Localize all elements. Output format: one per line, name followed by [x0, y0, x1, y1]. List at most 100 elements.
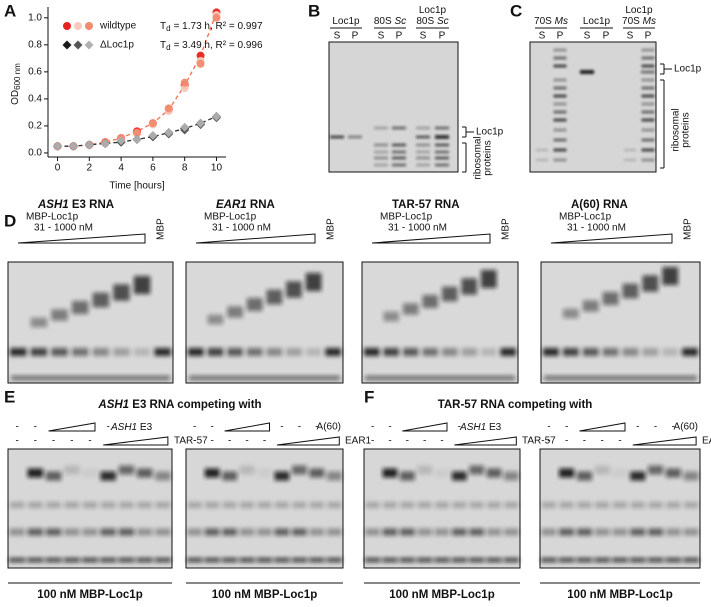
gel-band	[382, 468, 398, 478]
gel-band	[503, 558, 520, 562]
gel-band	[486, 558, 502, 562]
gel-band	[382, 558, 398, 562]
gel-band	[576, 471, 592, 481]
gel-band	[256, 558, 273, 562]
dash: -	[406, 436, 409, 447]
gel-band	[402, 348, 419, 356]
gel-band	[308, 558, 325, 562]
lane-header-part: 80S	[416, 16, 437, 27]
y-axis-label-sub: 600 nm	[13, 63, 22, 90]
legend-marker	[85, 22, 93, 30]
data-point	[164, 104, 173, 113]
gel	[328, 41, 459, 173]
titration-wedge	[195, 233, 316, 244]
lane-header: 70S Ms	[622, 16, 656, 27]
panel-label: B	[308, 1, 320, 20]
fraction-label: S	[420, 31, 427, 42]
gel-band	[374, 150, 388, 154]
gel-band	[641, 86, 655, 90]
dash: -	[34, 436, 37, 447]
gel-band	[641, 94, 655, 98]
gel-band	[594, 558, 611, 562]
data-point	[53, 141, 63, 151]
gel-band	[469, 528, 485, 536]
gel-band	[576, 558, 593, 562]
gel-band	[662, 267, 679, 285]
gel-band	[684, 502, 699, 508]
gel-title: ASH1 E3 RNA	[37, 199, 114, 211]
titration-wedge	[371, 233, 491, 244]
gel-band	[46, 502, 61, 508]
gel-band	[136, 468, 153, 478]
gel-band	[365, 502, 380, 508]
footer-label: 100 nM MBP-Loc1p	[37, 589, 142, 601]
y-axis-label: OD600 nm	[10, 63, 22, 105]
gel-band	[576, 528, 592, 536]
region-label: proteins	[681, 112, 692, 148]
gel-band	[469, 502, 484, 508]
gel-band	[374, 156, 388, 160]
gel-band	[64, 528, 80, 536]
gel-band	[113, 284, 130, 301]
gel-band	[113, 348, 130, 356]
dash: -	[228, 436, 231, 447]
gel-band	[665, 468, 681, 478]
band-label: Loc1p	[476, 127, 504, 138]
gel-band	[536, 149, 548, 151]
gel-band	[305, 273, 322, 291]
gel-band	[682, 348, 699, 356]
gel-band	[309, 528, 325, 536]
dash: -	[52, 436, 55, 447]
gel-band	[630, 528, 646, 536]
gel-band	[257, 528, 272, 536]
gel-band	[435, 135, 449, 139]
gel-band	[416, 143, 430, 147]
dash: -	[440, 436, 443, 447]
range-label: 31 - 1000 nM	[212, 223, 271, 234]
gel-band	[154, 558, 172, 562]
competitor-wedge	[103, 436, 169, 446]
gel-title: TAR-57 RNA	[392, 199, 460, 211]
gel-band	[204, 558, 221, 562]
gel-band	[402, 303, 419, 315]
footer-label: 100 nM MBP-Loc1p	[389, 589, 494, 601]
dash: -	[280, 422, 283, 433]
x-tick-label: 6	[150, 163, 156, 174]
panel-label: D	[4, 211, 16, 230]
competitor-label-part: E3	[137, 422, 152, 433]
gel-band	[416, 150, 430, 154]
lane-header-part: Loc1p	[583, 16, 611, 27]
gel-band	[435, 143, 449, 147]
gel-band	[434, 468, 450, 478]
gel-band	[30, 317, 48, 328]
competitor-label-part: E3	[486, 422, 501, 433]
competitor-label: A(60)	[317, 422, 341, 433]
gel	[529, 41, 657, 173]
x-tick-label: 2	[87, 163, 93, 174]
gel-band	[27, 468, 44, 478]
gel-band	[553, 48, 567, 52]
gel-band	[27, 558, 44, 562]
gel-band	[435, 126, 449, 130]
panel-title: ASH1 E3 RNA competing with	[97, 399, 261, 411]
gel-band	[553, 56, 567, 60]
gel-band	[416, 156, 430, 160]
gel-band	[666, 502, 681, 508]
gel-band	[612, 558, 628, 562]
gel-band	[266, 289, 283, 305]
x-tick-label: 4	[118, 163, 124, 174]
td-sub: d	[166, 43, 170, 52]
dash: -	[458, 422, 461, 433]
gel-band	[100, 528, 116, 536]
gel-band	[559, 502, 574, 508]
gel-band	[612, 468, 628, 478]
y-axis-label-main: OD	[10, 90, 21, 105]
data-point	[116, 136, 126, 146]
gel-band	[291, 558, 308, 562]
gel-band	[119, 502, 134, 508]
legend-name: ΔLoc1p	[100, 40, 134, 51]
gel-band	[274, 471, 290, 481]
lane-header-part: 70S	[534, 16, 555, 27]
fraction-label: S	[539, 31, 546, 42]
gel-band	[422, 348, 439, 356]
